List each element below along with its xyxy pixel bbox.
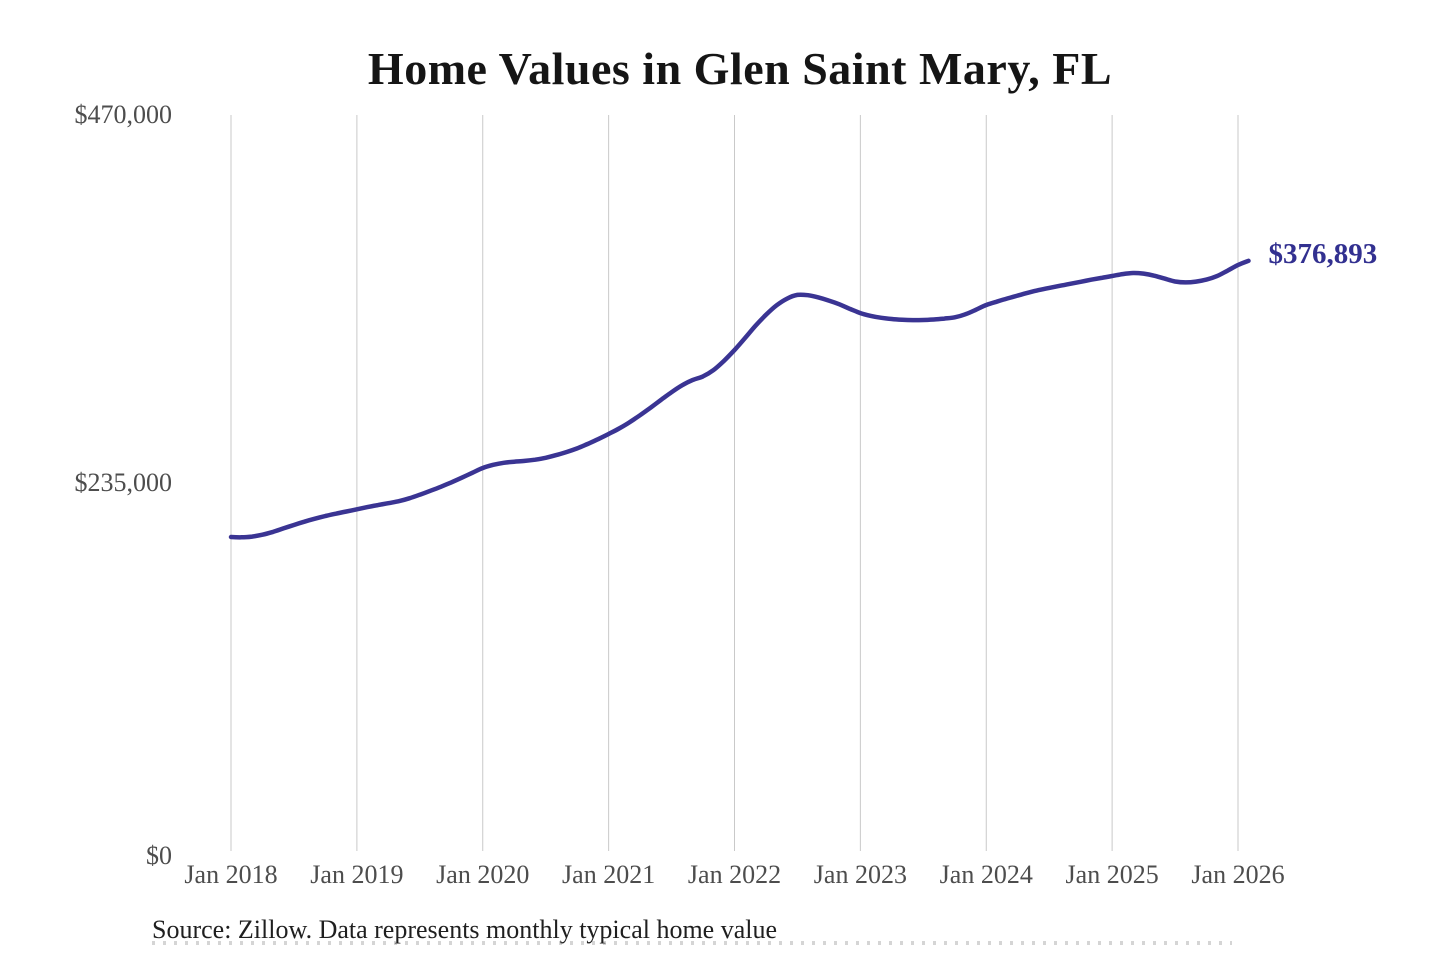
x-tick-label: Jan 2021 <box>562 860 655 889</box>
y-tick-label: $470,000 <box>75 100 173 129</box>
x-tick-label: Jan 2023 <box>814 860 907 889</box>
source-note: Source: Zillow. Data represents monthly … <box>152 915 778 944</box>
x-tick-label: Jan 2022 <box>688 860 781 889</box>
home-value-line <box>228 258 1251 540</box>
end-value-label: $376,893 <box>1268 238 1377 270</box>
x-tick-label: Jan 2024 <box>940 860 1033 889</box>
y-tick-label: $235,000 <box>75 468 173 497</box>
cropped-text-artifact <box>152 941 1232 945</box>
x-tick-label: Jan 2019 <box>310 860 403 889</box>
x-tick-label: Jan 2025 <box>1066 860 1159 889</box>
x-tick-label: Jan 2020 <box>436 860 529 889</box>
x-tick-label: Jan 2026 <box>1191 860 1284 889</box>
y-tick-label: $0 <box>146 841 172 870</box>
x-tick-label: Jan 2018 <box>184 860 277 889</box>
chart-title: Home Values in Glen Saint Mary, FL <box>367 43 1113 94</box>
